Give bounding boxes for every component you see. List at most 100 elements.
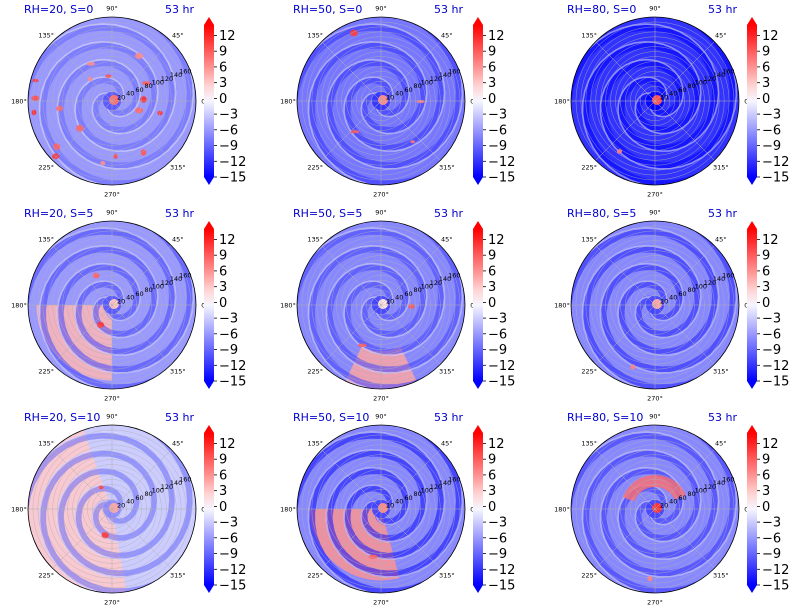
angle-tick-label: 270° [647,599,663,607]
radial-tick-label: 40 [395,498,403,506]
center-core [652,503,662,513]
colorbar-tick-label: 12 [219,233,236,248]
radial-tick-label: 160 [722,475,734,483]
center-core [652,95,662,105]
colorbar-tick-label: 3 [488,76,496,91]
angle-tick-label: 225° [307,367,323,375]
colorbar-extend-max [747,221,757,229]
colorbar-tick-label: 3 [488,484,496,499]
colorbar-tick-label: 3 [488,280,496,295]
spiral-band [325,226,464,374]
angular-gridline [595,100,656,161]
colorbar-tick-label: 12 [488,437,505,452]
angle-tick-label: 270° [104,599,120,607]
radial-tick-label: 160 [722,271,734,279]
angle-tick-label: 90° [649,5,661,13]
colorbar-tick-label: −3 [488,312,507,327]
colorbar-extend-max [747,425,757,433]
polar-grid [571,17,739,185]
colorbar-tick-label: −6 [219,327,238,342]
polar-frame [296,16,466,186]
angle-tick-label: 90° [106,209,118,217]
polar-panel: 90°45°0°315°270°225°180°135°204060801001… [280,3,515,199]
angle-tick-label: 270° [104,395,120,403]
angle-tick-label: 135° [38,32,54,40]
panel-title: RH=20, S=0 [24,3,93,16]
positive-arc-band [623,475,686,502]
radial-tick-label: 80 [414,286,422,294]
polar-panel: 90°45°0°315°270°225°180°135°204060801001… [280,207,515,403]
panel-time-label: 53 hr [434,207,463,220]
colorbar-tick-label: −6 [219,531,238,546]
radial-tick-label: 160 [179,475,191,483]
center-core [378,95,388,105]
radial-tick-label: 40 [126,498,134,506]
positive-spot [368,554,378,559]
polar-frame [27,16,197,186]
angular-gridline [111,304,172,365]
angular-gridline [654,41,715,102]
angle-tick-label: 270° [373,599,389,607]
radial-tick-label: 60 [678,86,686,94]
spiral-light-band [29,227,177,356]
radial-tick-label: 80 [688,490,696,498]
angle-tick-label: 180° [11,506,27,514]
colorbar-tick-label: 9 [219,453,227,468]
radial-tick-label: 140 [439,275,451,283]
colorbar-tick-label: −12 [219,155,246,170]
angle-tick-label: 315° [439,163,455,171]
colorbar-tick-label: 9 [762,249,770,264]
polar-grid [28,425,196,593]
panel-title: RH=80, S=0 [567,3,636,16]
colorbar-extend-max [473,425,483,433]
colorbar-tick-label: 6 [762,264,770,279]
angular-gridline [111,100,172,161]
angular-gridline [380,304,441,365]
colorbar-gradient [747,433,757,585]
colorbar-tick-label: −3 [219,516,238,531]
colorbar-tick-label: −12 [762,155,789,170]
radial-tick-label: 60 [678,494,686,502]
angular-gridline [321,508,382,569]
radial-tick-label: 40 [669,90,677,98]
spiral-light-band [307,449,428,593]
polar-frame [27,424,197,594]
colorbar-tick-label: 6 [762,468,770,483]
radial-tick-label: 40 [126,90,134,98]
colorbar-tick-label: −12 [762,359,789,374]
radial-tick-label: 20 [117,501,125,509]
angular-gridline [595,449,656,510]
spiral-band [308,449,428,593]
colorbar-tick-label: 0 [762,500,770,515]
angular-gridline [321,41,382,102]
radial-tick-label: 40 [126,294,134,302]
angle-tick-label: 180° [11,98,27,106]
spiral-band [308,41,428,185]
panel-time-label: 53 hr [708,411,737,424]
colorbar-tick-label: 9 [762,453,770,468]
spiral-band [599,430,738,578]
colorbar-tick-label: 9 [488,453,496,468]
radial-tick-label: 120 [430,483,442,491]
panel-time-label: 53 hr [708,3,737,16]
radial-tick-label: 40 [395,294,403,302]
polar-panel: 90°45°0°315°270°225°180°135°204060801001… [554,3,789,199]
angle-tick-label: 90° [649,413,661,421]
angle-tick-label: 270° [647,191,663,199]
colorbar-tick-label: 3 [219,76,227,91]
colorbar-tick-label: 6 [488,264,496,279]
angle-tick-label: 45° [441,32,453,40]
colorbar-tick-label: 12 [488,233,505,248]
radial-tick-label: 160 [448,475,460,483]
colorbar-tick-label: −3 [488,108,507,123]
colorbar-tick-label: −3 [762,312,781,327]
radial-tick-label: 140 [170,275,182,283]
colorbar-tick-label: −6 [219,123,238,138]
angle-tick-label: 45° [715,236,727,244]
spiral-light-band [572,431,720,560]
panel-title: RH=80, S=10 [567,411,643,424]
